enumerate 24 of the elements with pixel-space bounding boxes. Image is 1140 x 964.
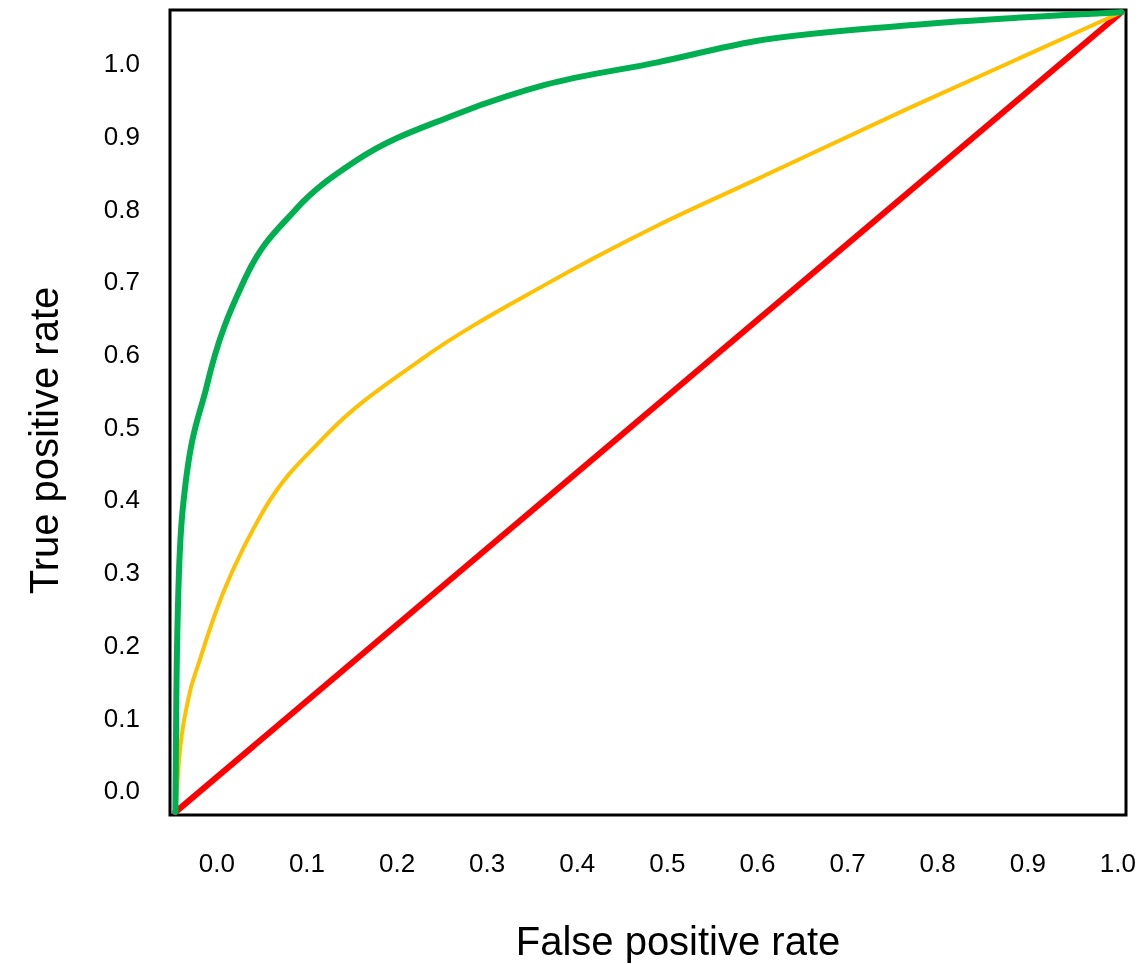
y-axis-title: True positive rate bbox=[22, 286, 66, 595]
x-tick-label: 0.4 bbox=[559, 848, 596, 878]
x-tick-label: 0.0 bbox=[198, 848, 235, 878]
y-tick-label: 0.2 bbox=[103, 629, 140, 660]
y-tick-label: 0.8 bbox=[103, 193, 140, 224]
y-tick-label: 0.5 bbox=[103, 411, 140, 442]
x-tick-label: 0.1 bbox=[288, 848, 326, 878]
x-tick-label: 0.7 bbox=[829, 848, 866, 878]
x-tick-label: 0.5 bbox=[649, 848, 686, 878]
y-tick-label: 0.1 bbox=[103, 702, 140, 733]
x-tick-label: 0.6 bbox=[739, 848, 776, 878]
y-tick-label: 0.9 bbox=[103, 120, 140, 151]
x-tick-label: 0.9 bbox=[1009, 848, 1046, 878]
y-tick-label: 0.7 bbox=[103, 266, 140, 297]
y-tick-label: 0.4 bbox=[103, 484, 140, 515]
y-tick-label: 1.0 bbox=[103, 48, 140, 79]
x-tick-label: 0.2 bbox=[378, 848, 416, 878]
y-tick-label: 0.0 bbox=[103, 775, 140, 806]
x-tick-label: 1.0 bbox=[1099, 848, 1136, 878]
y-tick-label: 0.3 bbox=[103, 557, 140, 588]
x-tick-label: 0.3 bbox=[469, 848, 506, 878]
x-axis-title: False positive rate bbox=[515, 919, 841, 963]
x-tick-label: 0.8 bbox=[919, 848, 956, 878]
y-tick-label: 0.6 bbox=[103, 339, 140, 370]
